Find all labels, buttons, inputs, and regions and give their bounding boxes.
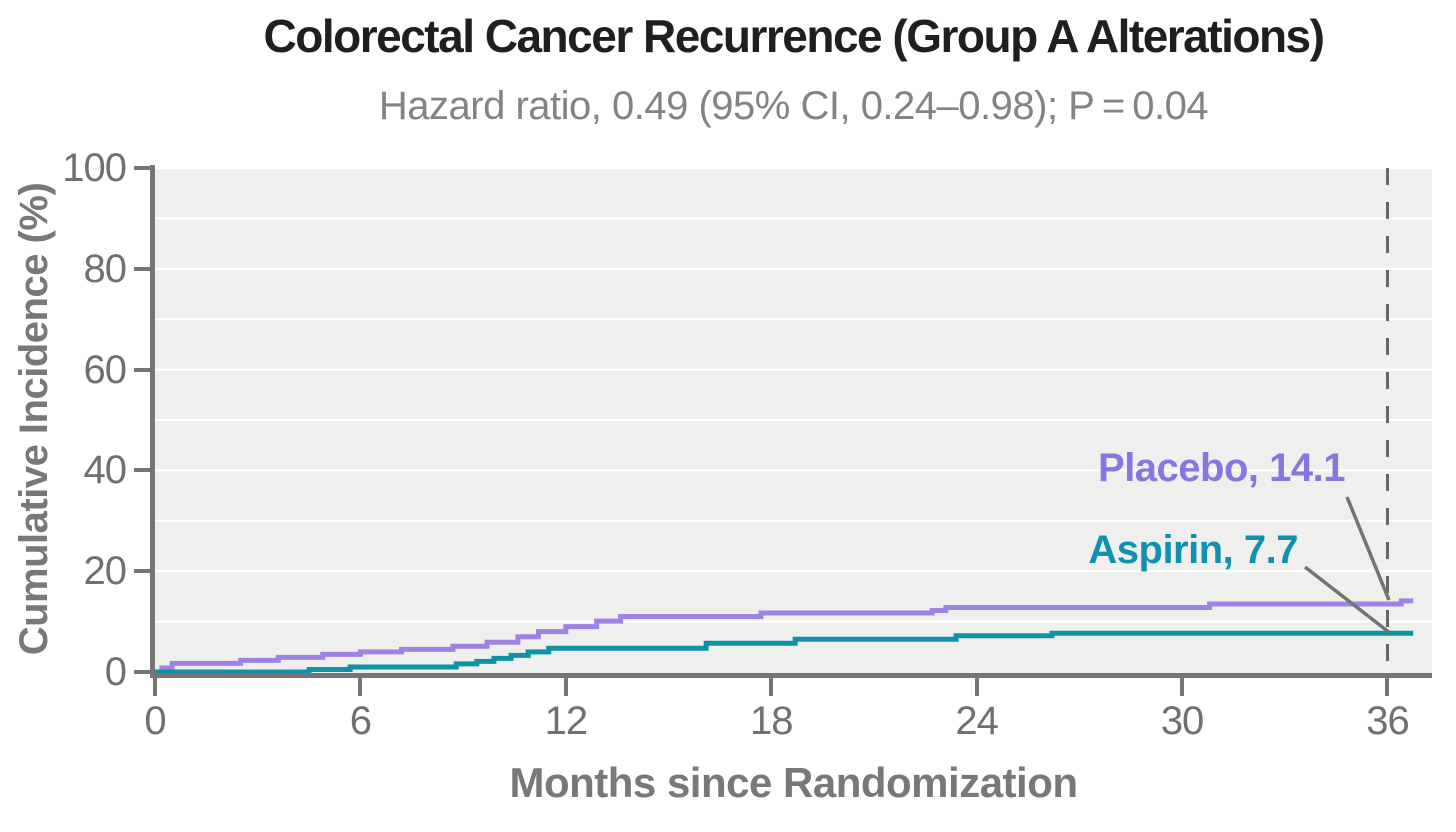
y-tick-label-80: 80 — [83, 246, 128, 291]
x-tick-label-30: 30 — [1160, 699, 1205, 743]
y-tick-20 — [134, 569, 150, 574]
x-axis-line — [150, 673, 1432, 678]
x-tick-24 — [974, 678, 979, 696]
y-tick-40 — [134, 468, 150, 473]
y-tick-label-100: 100 — [62, 146, 127, 190]
aspirin-curve — [155, 630, 1414, 675]
y-axis-title: Cumulative Incidence (%) — [12, 182, 56, 656]
x-tick-label-0: 0 — [144, 699, 166, 743]
chart-title: Colorectal Cancer Recurrence (Group A Al… — [263, 10, 1325, 62]
x-tick-label-6: 6 — [349, 699, 372, 743]
x-axis-title: Months since Randomization — [509, 759, 1078, 806]
aspirin-curve-label: Aspirin, 7.7 — [1088, 528, 1298, 572]
x-tick-label-18: 18 — [749, 699, 794, 743]
x-tick-30 — [1180, 678, 1185, 696]
y-tick-0 — [134, 670, 150, 674]
y-axis-line — [150, 165, 155, 678]
placebo-curve-label: Placebo, 14.1 — [1098, 446, 1345, 490]
x-tick-6 — [358, 678, 363, 696]
y-tick-label-40: 40 — [83, 448, 128, 493]
placebo-curve — [155, 598, 1414, 675]
y-tick-100 — [134, 166, 150, 170]
curves-svg — [155, 167, 1432, 675]
x-tick-12 — [563, 678, 568, 696]
x-tick-18 — [769, 678, 774, 696]
plot-area — [155, 167, 1432, 675]
x-tick-label-12: 12 — [544, 699, 589, 743]
y-tick-label-20: 20 — [83, 549, 128, 594]
y-tick-60 — [134, 367, 150, 372]
x-tick-label-24: 24 — [955, 699, 999, 743]
x-tick-36 — [1385, 678, 1390, 696]
x-tick-label-36: 36 — [1366, 699, 1410, 743]
y-tick-80 — [134, 266, 150, 271]
y-tick-label-60: 60 — [83, 347, 128, 392]
y-tick-label-0: 0 — [104, 650, 127, 694]
x-tick-0 — [153, 678, 157, 696]
chart-subtitle: Hazard ratio, 0.49 (95% CI, 0.24–0.98); … — [378, 84, 1209, 128]
